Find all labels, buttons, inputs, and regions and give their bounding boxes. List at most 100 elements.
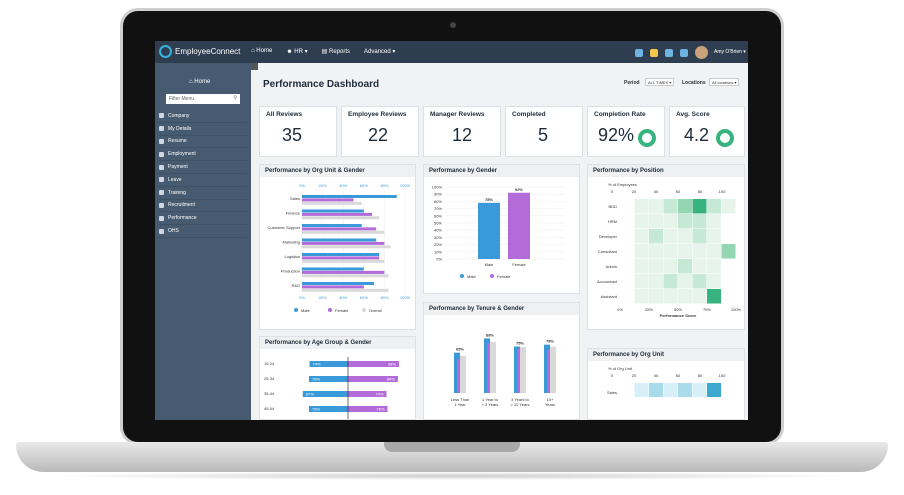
user-menu[interactable]: Amy O'Brien ▾	[714, 49, 746, 55]
top-tick-label: 100	[719, 373, 726, 378]
menu-icon	[159, 177, 164, 183]
category-label: Customer Support	[268, 225, 301, 230]
category-label: 1 Year to	[482, 397, 499, 402]
category-label: Logistics	[284, 254, 300, 259]
filter-menu-input[interactable]: Filter Menu ⚲	[166, 94, 240, 104]
kpi-value: 22	[368, 125, 389, 145]
data-label: 98%	[388, 362, 396, 367]
search-icon: ⚲	[233, 95, 237, 101]
sidebar-item-payment[interactable]: Payment	[159, 161, 247, 174]
pencil-icon[interactable]	[635, 48, 643, 57]
chart-age-gender: Performance by Age Group & Gender 15-24 7…	[259, 336, 416, 420]
sidebar-item-leave[interactable]: Leave	[159, 174, 247, 187]
heat-cell	[634, 274, 649, 289]
sidebar-item-label: Company	[168, 112, 190, 119]
data-label: 75%	[516, 341, 524, 346]
x-tick-label: 0%	[617, 307, 623, 312]
heat-cell	[721, 289, 736, 304]
bar-female	[508, 192, 530, 259]
category-label: Less Than	[451, 397, 470, 402]
category-label: 15-24	[264, 361, 275, 366]
nav-hr[interactable]: ☻ HR ▾	[286, 49, 308, 55]
sidebar-item-company[interactable]: Company	[159, 110, 247, 123]
legend-swatch	[328, 308, 332, 312]
star-icon[interactable]	[650, 48, 658, 57]
bar-male	[302, 282, 375, 285]
period-select[interactable]: ALL TIMES ▾	[645, 78, 675, 86]
heat-cell	[707, 259, 721, 274]
kpi-label: Completion Rate	[594, 111, 646, 118]
locations-select[interactable]: All locations ▾	[709, 78, 740, 86]
data-label: 76%	[377, 407, 385, 412]
category-label: < 3 Years	[482, 402, 499, 407]
nav-reports[interactable]: ▤ Reports	[321, 49, 351, 55]
category-label: R&D	[292, 283, 301, 288]
top-navbar: EmployeeConnect ⌂ Home ☻ HR ▾ ▤ Reports …	[155, 41, 748, 63]
chart-org-unit: Performance by Org Unit % of Org Unit 0 20…	[587, 348, 745, 420]
menu-icon	[159, 215, 164, 221]
heat-cell	[663, 274, 678, 289]
bar-overall	[302, 230, 385, 234]
heat-cell	[649, 383, 663, 397]
bar-overall	[520, 347, 526, 393]
y-tick-label: 40%	[434, 228, 442, 233]
chart-title: Performance by Org Unit & Gender	[260, 165, 415, 177]
data-label: 88%	[486, 332, 494, 337]
sidebar-item-label: Performance	[168, 215, 197, 222]
sidebar-toggle[interactable]	[251, 63, 258, 70]
kpi-label: Manager Reviews	[430, 111, 485, 118]
logo-icon	[159, 45, 172, 58]
y-tick-label: 20%	[434, 242, 442, 247]
top-tick-label: 20	[632, 373, 637, 378]
kpi-label: Avg. Score	[676, 111, 710, 118]
nav-advanced[interactable]: Advanced ▾	[364, 49, 396, 55]
menu-icon	[159, 138, 164, 144]
kpi-card-completed: Completed 5	[505, 106, 583, 157]
data-label: 75%	[312, 377, 320, 382]
kpi-value: 5	[538, 125, 549, 145]
chart-org-unit-svg: % of Org Unit 0 20 40 60 80 100 Sales	[607, 366, 736, 397]
notifications-icon[interactable]	[665, 48, 673, 57]
sidebar-home[interactable]: ⌂ Home	[189, 79, 211, 85]
sidebar-item-employment[interactable]: Employment	[159, 148, 247, 162]
kpi-card-manager-reviews: Manager Reviews 12	[423, 106, 501, 157]
sidebar-item-recruitment[interactable]: Recruitment	[159, 200, 247, 213]
nav-home[interactable]: ⌂ Home	[251, 48, 273, 54]
top-icons	[635, 46, 708, 59]
sidebar-item-my-details[interactable]: My Details	[159, 123, 247, 136]
heat-cell	[678, 289, 692, 304]
sidebar-item-label: Resume	[168, 138, 187, 145]
sidebar-item-ohs[interactable]: OHS	[159, 225, 247, 238]
chart-title: Performance by Tenure & Gender	[424, 303, 579, 315]
heat-cell	[678, 274, 692, 289]
sidebar-item-training[interactable]: Training	[159, 187, 247, 200]
row-label: Developer	[599, 234, 618, 239]
category-label: 45-54	[264, 406, 275, 411]
sidebar-item-resume[interactable]: Resume	[159, 136, 247, 149]
heat-cell	[678, 259, 692, 274]
sidebar-item-performance[interactable]: Performance	[159, 212, 247, 226]
heat-cell	[634, 289, 649, 304]
category-label: Finance	[286, 211, 301, 216]
bar-male	[302, 238, 377, 242]
tasks-icon[interactable]	[680, 48, 688, 57]
heat-cell	[707, 244, 721, 259]
x-tick-label: 20%	[319, 295, 327, 300]
category-label: Marketing	[282, 240, 300, 245]
menu-icon	[159, 190, 164, 196]
avatar[interactable]	[695, 46, 708, 59]
sidebar-item-label: Employment	[168, 151, 196, 158]
x-tick-label: 0%	[299, 183, 305, 188]
data-label: 96%	[387, 377, 395, 382]
bar-male	[302, 224, 362, 227]
bar-male	[302, 391, 348, 397]
bar-female	[302, 285, 364, 289]
sidebar-item-label: OHS	[168, 228, 179, 235]
app-logo[interactable]: EmployeeConnect	[159, 45, 240, 58]
x-tick-label: 80%	[380, 295, 388, 300]
heat-cell	[721, 383, 736, 397]
heat-cell	[663, 199, 678, 214]
data-label: 78%	[546, 339, 554, 344]
y-tick-label: 30%	[434, 235, 442, 240]
menu-icon	[159, 126, 164, 132]
